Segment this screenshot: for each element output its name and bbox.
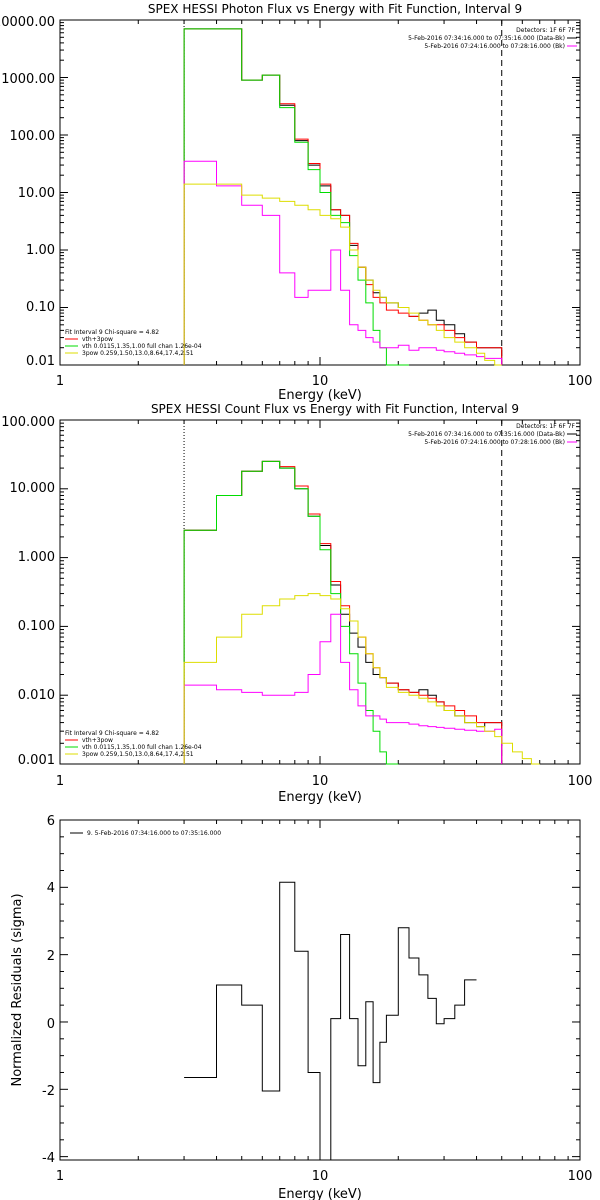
panel3-xtick-label-2: 100 bbox=[568, 1169, 593, 1184]
panel1-ytick-label-6: 10000.00 bbox=[0, 15, 55, 30]
panel1-ytick-label-5: 1000.00 bbox=[1, 72, 55, 87]
panel2-series-1-line bbox=[183, 460, 503, 764]
panel2-legend-item-green: vth 0.0115,1.35,1.00 full chan 1.26e-04 bbox=[82, 744, 202, 751]
panel2-legend-fit-header: Fit Interval 9 Chi-square = 4.82 bbox=[65, 730, 159, 737]
panel2-ytick-label-5: 100.000 bbox=[1, 415, 55, 430]
panel3-ytick-label-5: 6 bbox=[47, 814, 55, 829]
panel2-ticks bbox=[59, 420, 580, 765]
panel2-xtick-label-1: 10 bbox=[312, 774, 329, 789]
panel2-ytick-label-1: 0.010 bbox=[18, 688, 55, 703]
panel1-legend-data-interval: 5-Feb-2016 07:34:16.000 to 07:35:16.000 … bbox=[408, 35, 565, 42]
panel3-ytick-label-1: -2 bbox=[42, 1084, 55, 1099]
panel2-series-4-line bbox=[183, 593, 540, 765]
panel2-legend-item-red: vth+3pow bbox=[82, 737, 113, 744]
panel1-xtick-label-0: 1 bbox=[56, 374, 64, 389]
panel2-series-2-line bbox=[183, 460, 399, 765]
panel1-ytick-label-4: 100.00 bbox=[10, 129, 56, 144]
panel1-xaxis-label: Energy (keV) bbox=[278, 388, 362, 403]
panel2-ytick-label-2: 0.100 bbox=[18, 619, 55, 634]
panel2-legend-data-interval: 5-Feb-2016 07:34:16.000 to 07:35:16.000 … bbox=[408, 431, 565, 438]
panel2-marks bbox=[183, 420, 540, 765]
panel2-xtick-label-2: 100 bbox=[568, 774, 593, 789]
panel2-legend-item-yellow: 3pow 0.259,1.50,13.0,8.64,17.4,2.51 bbox=[82, 751, 194, 758]
panel3-xaxis-label: Energy (keV) bbox=[278, 1187, 362, 1200]
panel1-legend-item-green: vth 0.0115,1.35,1.00 full chan 1.26e-04 bbox=[82, 343, 202, 350]
panel1-series-0-line bbox=[183, 28, 503, 365]
panel1-legend-bk-interval: 5-Feb-2016 07:24:16.000 to 07:28:16.000 … bbox=[424, 43, 565, 50]
panel1-xtick-label-1: 10 bbox=[312, 374, 329, 389]
panel3-marks bbox=[184, 881, 477, 1161]
panel1-legend-item-red: vth+3pow bbox=[82, 336, 113, 343]
panel1-series-1-line bbox=[183, 28, 503, 365]
panel1-legend-item-yellow: 3pow 0.259,1.50,13.0,8.64,17.4,2.51 bbox=[82, 350, 194, 357]
panel2-ytick-label-4: 10.000 bbox=[10, 481, 56, 496]
panel2-legend-bk-interval: 5-Feb-2016 07:24:16.000 to 07:28:16.000 … bbox=[424, 439, 565, 446]
panel2-title: SPEX HESSI Count Flux vs Energy with Fit… bbox=[151, 402, 519, 416]
panel2-ytick-label-0: 0.001 bbox=[18, 753, 55, 768]
panel3-xtick-label-1: 10 bbox=[312, 1169, 329, 1184]
panel1-ytick-label-3: 10.00 bbox=[18, 186, 55, 201]
panel1-ytick-label-2: 1.00 bbox=[26, 243, 55, 258]
panel1-series-2-line bbox=[183, 28, 409, 366]
panel3-ytick-label-4: 4 bbox=[47, 881, 55, 896]
panel1-ytick-label-0: 0.01 bbox=[26, 354, 55, 369]
panel1-ytick-label-1: 0.10 bbox=[26, 300, 55, 315]
count-flux-panel: SPEX HESSI Count Flux vs Energy with Fit… bbox=[1, 402, 592, 805]
panel1-series-4-line bbox=[183, 183, 502, 366]
panel3-series-0-line bbox=[184, 881, 477, 1161]
panel1-title: SPEX HESSI Photon Flux vs Energy with Fi… bbox=[148, 2, 522, 16]
panel3-yaxis-label: Normalized Residuals (sigma) bbox=[10, 893, 25, 1086]
panel2-ytick-label-3: 1.000 bbox=[18, 550, 55, 565]
panel2-series-0-line bbox=[183, 460, 503, 764]
panel1-xtick-label-2: 100 bbox=[568, 374, 593, 389]
residuals-panel: -4 -2 0 2 4 6 1 10 100 Energy (keV) Norm… bbox=[10, 814, 592, 1200]
panel3-ytick-label-2: 0 bbox=[47, 1017, 55, 1032]
panel1-legend-fit-header: Fit Interval 9 Chi-square = 4.82 bbox=[65, 329, 159, 336]
panel3-legend-text: 9. 5-Feb-2016 07:34:16.000 to 07:35:16.0… bbox=[87, 830, 221, 837]
photon-flux-panel: SPEX HESSI Photon Flux vs Energy with Fi… bbox=[0, 2, 592, 403]
panel2-xtick-label-0: 1 bbox=[56, 774, 64, 789]
panel2-legend-detectors: Detectors: 1F 6F 7F bbox=[516, 423, 575, 430]
panel1-ticks bbox=[59, 20, 580, 366]
panel2-series-3-line bbox=[183, 613, 503, 764]
panel3-ytick-label-3: 2 bbox=[47, 949, 55, 964]
panel3-xtick-label-0: 1 bbox=[56, 1169, 64, 1184]
panel1-legend-detectors: Detectors: 1F 6F 7F bbox=[516, 27, 575, 34]
panel1-marks bbox=[183, 20, 503, 366]
panel3-ytick-label-0: -4 bbox=[42, 1151, 55, 1166]
panel2-xaxis-label: Energy (keV) bbox=[278, 790, 362, 805]
panel1-series-3-line bbox=[183, 160, 503, 365]
